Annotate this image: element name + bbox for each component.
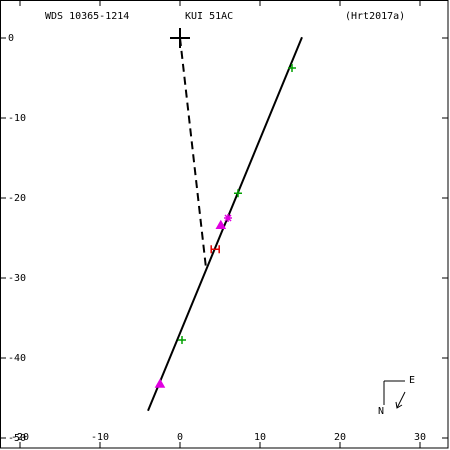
point-triangle [154, 378, 166, 388]
point-h [210, 245, 220, 254]
x-tick-label: 30 [414, 432, 426, 443]
point-bigplus [170, 28, 190, 48]
x-tick-label: -10 [91, 432, 109, 443]
point-plus [178, 336, 186, 344]
compass-e: E [409, 375, 415, 386]
point-plus [288, 64, 296, 72]
y-tick-label: -50 [8, 433, 26, 444]
x-tick-label: -20 [11, 432, 29, 443]
y-tick-label: 0 [8, 33, 14, 44]
y-tick-label: -10 [8, 113, 26, 124]
compass: N E [378, 375, 415, 417]
x-tick-label: 0 [177, 432, 183, 443]
orbit-line [147, 36, 303, 412]
title-right: (Hrt2017a) [345, 11, 405, 22]
y-tick-label: -40 [8, 353, 26, 364]
compass-arrow [396, 391, 406, 409]
compass-arrowhead [395, 401, 403, 409]
point-star [224, 214, 232, 222]
point-plus [234, 189, 242, 198]
y-tick-label: -30 [8, 273, 26, 284]
y-tick-label: -20 [8, 193, 26, 204]
title-center: KUI 51AC [185, 11, 233, 22]
x-tick-label: 10 [254, 432, 266, 443]
point-triangle [215, 219, 227, 229]
compass-n: N [378, 406, 384, 417]
x-tick-label: 20 [334, 432, 346, 443]
dashed-line [179, 37, 207, 269]
title-left: WDS 10365-1214 [45, 11, 129, 22]
